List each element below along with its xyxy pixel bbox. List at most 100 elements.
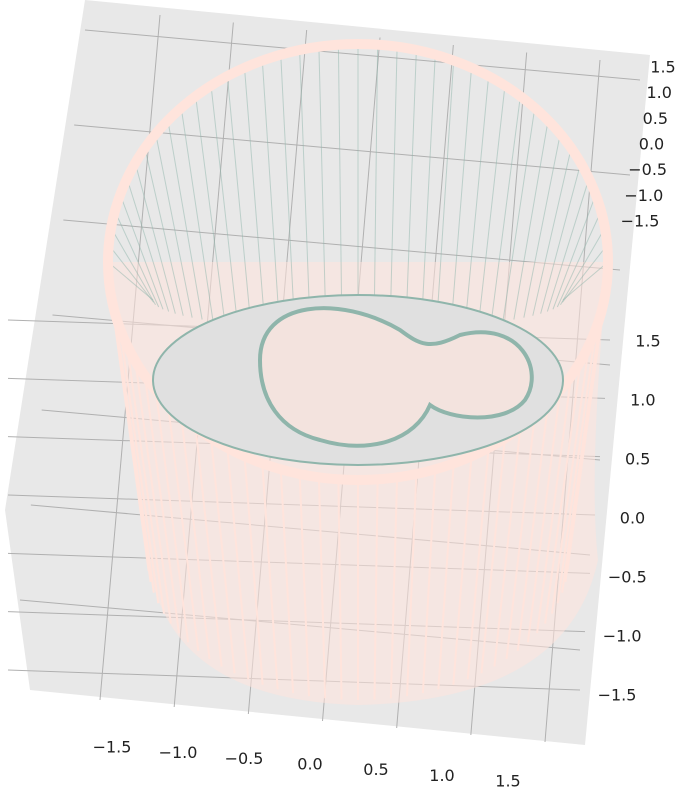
wire-line — [114, 210, 160, 308]
wire-line — [299, 50, 311, 330]
wire-line — [513, 120, 549, 320]
wire-line — [143, 375, 180, 634]
wire-line — [261, 463, 279, 690]
z-tick-label: −0.5 — [608, 568, 647, 587]
wire-line — [477, 85, 506, 325]
wire-line — [134, 162, 176, 314]
wire-line — [546, 178, 590, 312]
x-tick-label: −1.5 — [93, 738, 132, 757]
wire-line — [110, 227, 156, 305]
wire-line — [119, 329, 160, 604]
wire-line — [226, 447, 250, 680]
wire-line — [405, 50, 417, 330]
wire-line — [536, 375, 573, 634]
wire-line — [544, 360, 582, 624]
z-tick-label: 1.0 — [630, 391, 655, 410]
grid-line — [63, 219, 621, 271]
wire-line — [556, 210, 602, 308]
wire-line — [194, 427, 223, 667]
wire-line — [126, 178, 170, 312]
wire-line — [279, 469, 295, 694]
x-tick-label: −1.0 — [159, 743, 198, 762]
wire-line — [373, 479, 379, 700]
wire-line — [317, 477, 327, 699]
wire-line — [195, 96, 226, 323]
wire-line — [167, 120, 203, 320]
grid-line — [74, 124, 631, 176]
y-tick-label: −1.0 — [624, 186, 663, 205]
wire-line — [210, 85, 239, 325]
wire-line — [337, 479, 343, 700]
wire-line — [556, 329, 597, 604]
z-tick-label: 0.5 — [625, 450, 650, 469]
wire-line — [180, 416, 211, 660]
wire-line — [505, 416, 536, 660]
wire-line — [155, 133, 193, 318]
wire-line — [110, 295, 152, 583]
wire-line — [435, 60, 455, 328]
wire-line — [406, 473, 418, 697]
wire-line — [108, 244, 155, 303]
surface-blob — [257, 306, 534, 448]
wire-line — [540, 162, 582, 314]
wire-line — [450, 67, 472, 327]
wire-line — [480, 438, 506, 674]
wire-line — [389, 477, 399, 699]
wire-line — [516, 403, 550, 652]
wire-line — [551, 345, 590, 614]
wire-line — [261, 60, 281, 328]
wire-line — [226, 76, 252, 326]
z-tick-label: 1.5 — [635, 332, 660, 351]
wire-line — [280, 54, 296, 329]
y-tick-label: −1.5 — [621, 212, 660, 231]
x-tick-label: 0.5 — [363, 760, 388, 779]
tick-labels: −1.5 −1.0 −0.5 0.0 0.5 1.0 1.5 1.5 1.0 0.5 0.0 −0.5… — [93, 58, 676, 791]
surface — [103, 39, 613, 705]
wire-line — [523, 133, 561, 318]
wire-line — [298, 473, 310, 697]
wire-line — [552, 194, 597, 310]
x-tick-label: 1.0 — [429, 766, 454, 785]
y-tick-label: 1.5 — [650, 58, 675, 77]
grid-line — [84, 29, 641, 81]
surface-rim — [103, 39, 613, 485]
wire-line — [154, 390, 190, 643]
wire-line — [337, 44, 343, 330]
wire-line — [113, 312, 155, 593]
wire-line — [464, 76, 490, 326]
wire-line — [119, 194, 164, 310]
y-tick-label: 0.5 — [643, 109, 668, 128]
z-tick-label: −1.5 — [598, 686, 637, 705]
wire-line — [107, 261, 154, 301]
wire-line — [437, 463, 455, 690]
z-tick-label: 0.0 — [620, 509, 645, 528]
y-tick-label: 0.0 — [639, 135, 664, 154]
wire-line — [562, 261, 609, 301]
wire-line — [126, 345, 165, 614]
wire-line — [243, 456, 264, 685]
wire-line — [490, 96, 521, 323]
wire-line — [420, 54, 436, 329]
wire-line — [466, 447, 490, 680]
wire-line — [421, 469, 437, 694]
z-tick-label: −1.0 — [603, 627, 642, 646]
wire-line — [532, 147, 572, 316]
wire-line — [134, 360, 172, 624]
wire-line — [560, 227, 606, 305]
wire-line — [493, 427, 522, 667]
x-tick-label: 0.0 — [297, 755, 322, 774]
wire-line — [144, 147, 184, 316]
wire-line — [373, 44, 379, 330]
wire-line — [526, 390, 562, 643]
wire-line — [502, 107, 536, 322]
y-tick-label: 1.0 — [646, 83, 671, 102]
wire-line — [561, 244, 608, 303]
wire-line — [166, 403, 200, 652]
x-tick-label: −0.5 — [225, 749, 264, 768]
wire-line — [210, 438, 236, 674]
wire-line — [244, 67, 266, 327]
wire-line — [318, 46, 327, 330]
y-tick-label: −0.5 — [628, 160, 667, 179]
wire-line — [452, 456, 473, 685]
